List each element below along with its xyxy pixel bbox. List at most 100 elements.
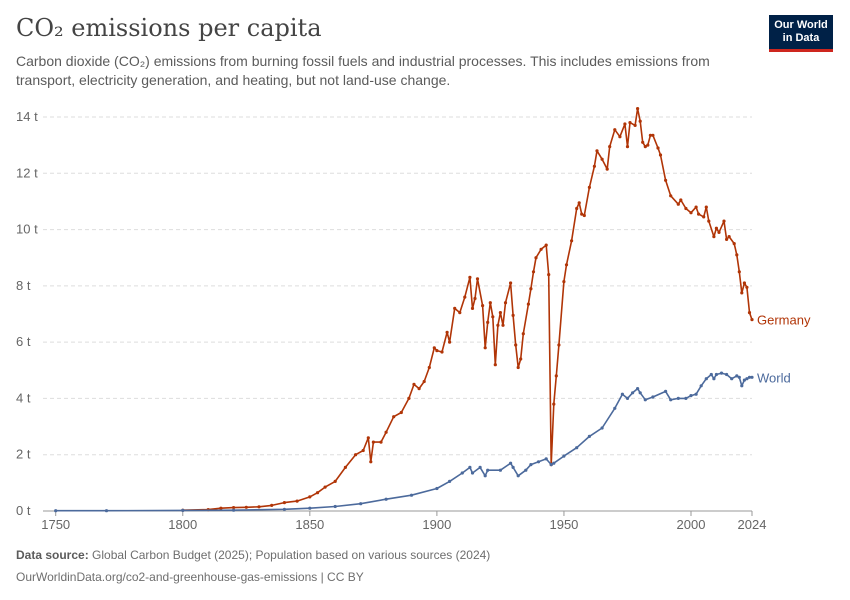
world-data-point xyxy=(544,457,548,461)
germany-data-point xyxy=(481,304,485,308)
germany-data-point xyxy=(435,349,439,353)
world-data-point xyxy=(232,508,236,512)
y-tick-label: 4 t xyxy=(16,390,31,405)
world-data-point xyxy=(631,391,635,395)
world-data-point xyxy=(742,378,747,382)
world-data-point xyxy=(181,508,185,512)
germany-data-point xyxy=(501,323,505,327)
chart-title: CO₂ emissions per capita xyxy=(16,14,322,42)
germany-data-point xyxy=(519,357,523,361)
germany-data-point xyxy=(704,205,708,209)
germany-data-point xyxy=(608,145,612,149)
germany-data-point xyxy=(643,145,647,149)
germany-data-point xyxy=(491,315,495,319)
germany-data-point xyxy=(600,157,604,161)
world-data-point xyxy=(549,463,553,467)
germany-data-point xyxy=(582,213,586,218)
germany-data-point xyxy=(554,374,558,378)
y-tick-label: 6 t xyxy=(16,334,31,349)
source-url[interactable]: OurWorldinData.org/co2-and-greenhouse-ga… xyxy=(16,570,364,584)
germany-data-point xyxy=(361,448,365,453)
germany-data-point xyxy=(503,301,508,305)
germany-data-point xyxy=(468,275,472,279)
germany-data-point xyxy=(638,119,642,123)
chart-subtitle: Carbon dioxide (CO₂) emissions from burn… xyxy=(16,53,710,88)
germany-data-point xyxy=(343,465,347,469)
germany-data-point xyxy=(595,149,599,153)
germany-data-point xyxy=(511,313,515,317)
germany-data-point xyxy=(392,415,396,419)
world-data-point xyxy=(486,468,490,472)
y-tick-label: 14 t xyxy=(16,109,38,124)
germany-data-point xyxy=(547,273,551,277)
germany-data-point xyxy=(539,247,543,251)
germany-data-point xyxy=(514,343,518,347)
world-data-point xyxy=(730,377,734,381)
germany-data-point xyxy=(697,212,701,216)
world-data-point xyxy=(689,394,693,398)
world-series-label: World xyxy=(757,370,791,385)
germany-data-point xyxy=(684,206,688,211)
germany-data-point xyxy=(740,291,744,295)
world-data-point xyxy=(478,465,482,469)
germany-data-point xyxy=(531,270,536,274)
germany-data-point xyxy=(257,505,261,509)
world-data-point xyxy=(651,395,655,399)
germany-data-point xyxy=(623,122,627,126)
germany-series-line xyxy=(182,107,753,511)
germany-data-point xyxy=(669,194,673,198)
germany-data-point xyxy=(463,295,467,299)
world-data-point xyxy=(613,406,617,410)
germany-data-point xyxy=(592,164,597,168)
owid-logo[interactable]: Our World in Data xyxy=(769,15,833,52)
world-data-point xyxy=(435,486,439,491)
world-data-point xyxy=(712,377,716,381)
y-tick-label: 0 t xyxy=(16,503,31,518)
series-labels: Germany World xyxy=(757,313,811,386)
data-source-text: Global Carbon Budget (2025); Population … xyxy=(92,548,491,562)
data-source-label: Data source: xyxy=(16,548,89,562)
germany-data-point xyxy=(308,495,312,499)
germany-data-point xyxy=(735,253,739,257)
germany-data-point xyxy=(475,277,480,281)
world-data-point xyxy=(483,474,487,478)
world-data-point xyxy=(516,474,520,478)
germany-data-point xyxy=(366,436,370,440)
germany-data-point xyxy=(412,382,416,386)
germany-data-point xyxy=(651,133,655,137)
germany-data-point xyxy=(712,235,716,239)
y-axis: 0 t 2 t 4 t 6 t 8 t 10 t 12 t 14 t xyxy=(16,109,38,518)
world-data-point xyxy=(536,460,541,464)
logo-line-2: in Data xyxy=(782,32,820,44)
germany-data-point xyxy=(422,379,426,384)
world-data-point xyxy=(664,389,668,393)
world-data-point xyxy=(575,446,579,450)
germany-data-point xyxy=(399,410,403,415)
logo-line-1: Our World xyxy=(774,19,828,31)
germany-data-point xyxy=(270,503,274,507)
germany-data-point xyxy=(534,256,538,260)
germany-data-point xyxy=(509,281,513,285)
germany-data-point xyxy=(618,135,622,139)
germany-data-point xyxy=(529,287,533,291)
germany-data-point xyxy=(689,211,693,215)
world-data-point xyxy=(745,377,749,381)
world-data-point xyxy=(643,398,647,402)
germany-data-point xyxy=(625,145,630,149)
germany-data-point xyxy=(323,485,327,489)
germany-data-point xyxy=(526,302,531,306)
germany-data-point xyxy=(315,491,320,495)
x-tick-label: 1750 xyxy=(41,517,70,532)
world-data-point xyxy=(676,396,680,400)
world-data-point xyxy=(694,392,698,396)
germany-data-point xyxy=(369,460,373,464)
germany-data-point xyxy=(354,453,358,457)
germany-data-point xyxy=(633,123,637,127)
world-data-point xyxy=(709,372,713,377)
germany-data-point xyxy=(676,202,680,206)
world-data-point xyxy=(468,465,472,469)
germany-data-point xyxy=(448,340,452,344)
germany-data-point xyxy=(613,128,617,132)
germany-data-point xyxy=(694,205,698,209)
germany-data-point xyxy=(727,235,731,239)
